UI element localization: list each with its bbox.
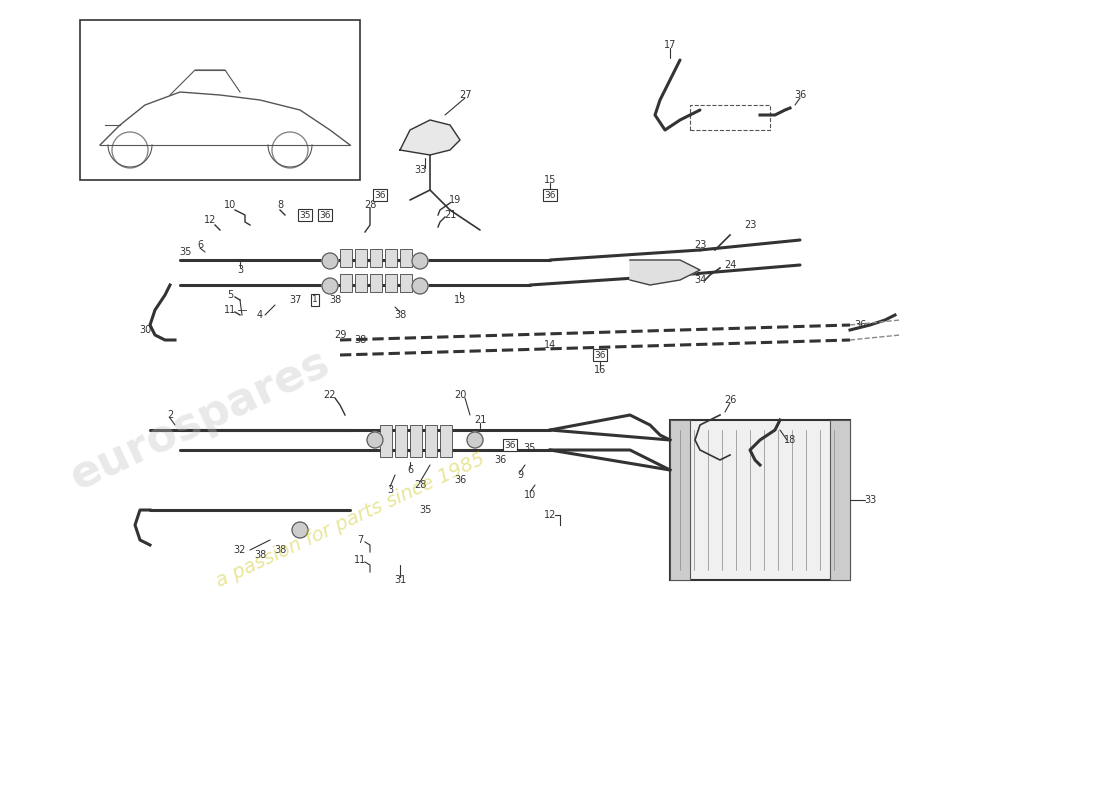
Text: 36: 36 <box>319 210 331 219</box>
Text: 38: 38 <box>354 335 366 345</box>
Text: 4: 4 <box>257 310 263 320</box>
Bar <box>355 274 367 292</box>
Text: 26: 26 <box>724 395 736 405</box>
Text: 35: 35 <box>299 210 310 219</box>
Text: 8: 8 <box>277 200 283 210</box>
Text: 11: 11 <box>354 555 366 565</box>
Bar <box>379 425 392 457</box>
Text: 6: 6 <box>407 465 414 475</box>
Bar <box>690 105 770 130</box>
Text: 33: 33 <box>864 495 876 505</box>
Text: 17: 17 <box>663 40 676 50</box>
Text: 13: 13 <box>454 295 466 305</box>
Text: 37: 37 <box>289 295 301 305</box>
Circle shape <box>322 278 338 294</box>
Bar <box>400 249 412 267</box>
Polygon shape <box>400 120 460 155</box>
Text: 27: 27 <box>459 90 471 100</box>
Text: 18: 18 <box>784 435 796 445</box>
Bar <box>425 425 437 457</box>
Text: 24: 24 <box>724 260 736 270</box>
Text: 36: 36 <box>504 441 516 450</box>
Text: 16: 16 <box>594 365 606 375</box>
Text: 36: 36 <box>374 190 386 199</box>
Text: 22: 22 <box>323 390 337 400</box>
Text: 36: 36 <box>454 475 466 485</box>
Text: 36: 36 <box>494 455 506 465</box>
Text: 3: 3 <box>236 265 243 275</box>
Bar <box>340 249 352 267</box>
Bar <box>830 420 850 580</box>
Text: 5: 5 <box>227 290 233 300</box>
Text: 21: 21 <box>443 210 456 220</box>
Text: 38: 38 <box>329 295 341 305</box>
Circle shape <box>412 253 428 269</box>
Text: 38: 38 <box>274 545 286 555</box>
Bar <box>340 274 352 292</box>
Text: 12: 12 <box>543 510 557 520</box>
Text: 21: 21 <box>474 415 486 425</box>
Text: 35: 35 <box>179 247 191 257</box>
Circle shape <box>412 278 428 294</box>
Circle shape <box>292 522 308 538</box>
Text: 9: 9 <box>517 470 524 480</box>
Text: 3: 3 <box>387 485 393 495</box>
Text: 2: 2 <box>167 410 173 420</box>
Bar <box>80 20 360 180</box>
Text: 35: 35 <box>419 505 431 515</box>
Text: 10: 10 <box>224 200 236 210</box>
Text: 29: 29 <box>333 330 346 340</box>
Bar <box>370 274 382 292</box>
Text: 12: 12 <box>204 215 217 225</box>
Text: 14: 14 <box>543 340 557 350</box>
Text: 28: 28 <box>364 200 376 210</box>
Text: 23: 23 <box>744 220 756 230</box>
Text: 36: 36 <box>794 90 806 100</box>
Text: 38: 38 <box>254 550 266 560</box>
Text: 20: 20 <box>454 390 466 400</box>
Text: 35: 35 <box>524 443 536 453</box>
Bar <box>385 249 397 267</box>
Circle shape <box>322 253 338 269</box>
Text: 36: 36 <box>854 320 866 330</box>
Polygon shape <box>630 260 700 285</box>
Bar <box>400 274 412 292</box>
Text: 1: 1 <box>312 295 318 305</box>
Text: 28: 28 <box>414 480 426 490</box>
Text: 31: 31 <box>394 575 406 585</box>
Bar <box>670 420 850 580</box>
Bar <box>395 425 407 457</box>
Circle shape <box>367 432 383 448</box>
Text: 19: 19 <box>449 195 461 205</box>
Text: 38: 38 <box>394 310 406 320</box>
Text: a passion for parts since 1985: a passion for parts since 1985 <box>212 449 487 591</box>
Bar <box>370 249 382 267</box>
Text: 33: 33 <box>414 165 426 175</box>
Text: 36: 36 <box>594 350 606 359</box>
Circle shape <box>468 432 483 448</box>
Text: 10: 10 <box>524 490 536 500</box>
Bar <box>410 425 422 457</box>
Text: 7: 7 <box>356 535 363 545</box>
Text: 11: 11 <box>224 305 236 315</box>
Text: 15: 15 <box>543 175 557 185</box>
Text: 23: 23 <box>694 240 706 250</box>
Text: 32: 32 <box>234 545 246 555</box>
Text: 30: 30 <box>139 325 151 335</box>
Text: 34: 34 <box>694 275 706 285</box>
Bar <box>440 425 452 457</box>
Text: eurospares: eurospares <box>64 341 337 499</box>
Text: 36: 36 <box>544 190 556 199</box>
Bar <box>355 249 367 267</box>
Bar <box>670 420 690 580</box>
Text: 6: 6 <box>197 240 204 250</box>
Bar <box>385 274 397 292</box>
